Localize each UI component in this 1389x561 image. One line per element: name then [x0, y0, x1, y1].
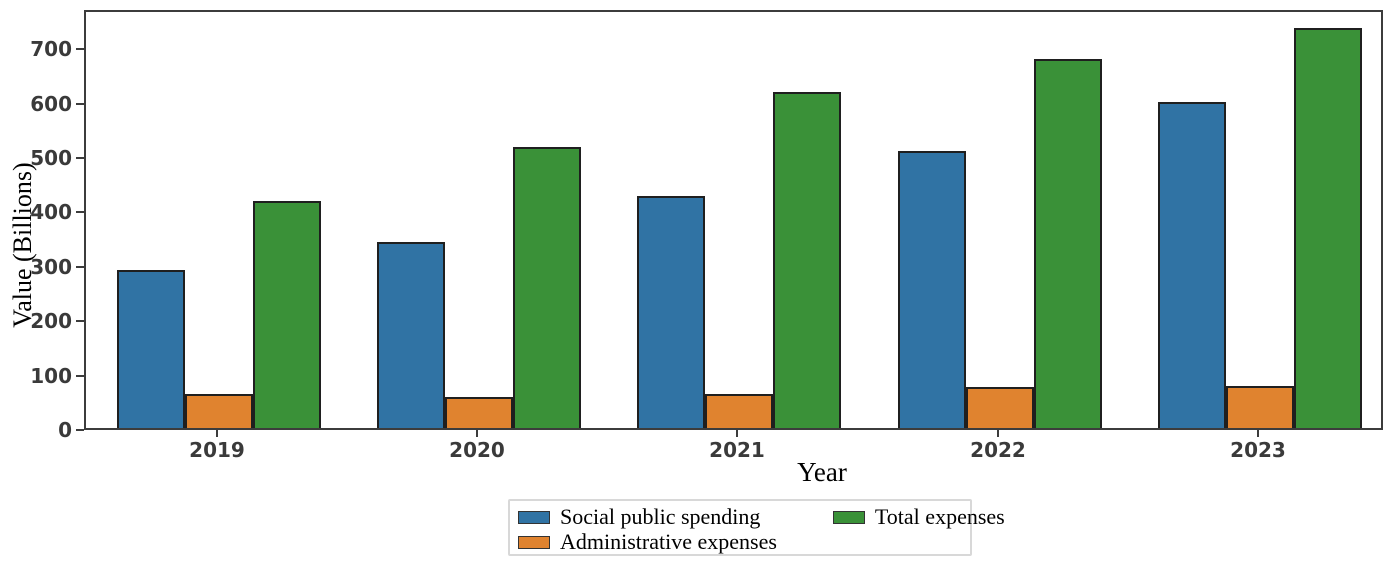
bar-2019-series-0 — [117, 270, 185, 428]
legend-item-administrative-expenses: Administrative expenses — [518, 530, 777, 554]
y-axis-title: Value (Billions) — [8, 162, 37, 328]
legend-swatch-social-public-spending — [518, 510, 550, 524]
bar-2023-series-2 — [1294, 28, 1362, 428]
bar-2019-series-2 — [253, 201, 321, 428]
bar-2021-series-0 — [637, 196, 705, 428]
bar-2021-series-2 — [773, 92, 841, 428]
y-tick-label: 300 — [30, 255, 72, 279]
legend-item-social-public-spending: Social public spending — [518, 505, 777, 529]
y-tick-label: 0 — [58, 418, 72, 442]
x-tick-label: 2019 — [189, 438, 245, 462]
legend-label-total-expenses: Total expenses — [874, 504, 1005, 529]
x-tick-mark — [216, 430, 218, 437]
legend-swatch-total-expenses — [832, 510, 865, 524]
legend-column-1: Social public spending Administrative ex… — [518, 505, 777, 554]
bar-2023-series-1 — [1226, 386, 1294, 428]
bar-2019-series-1 — [185, 394, 253, 428]
bar-2020-series-0 — [377, 242, 445, 428]
x-tick-mark — [736, 430, 738, 437]
y-tick-mark — [76, 211, 84, 213]
legend-column-2: Total expenses — [832, 504, 1005, 529]
plot-area — [84, 10, 1383, 430]
x-tick-label: 2021 — [709, 438, 765, 462]
legend-swatch-administrative-expenses — [518, 535, 550, 549]
bar-2022-series-2 — [1034, 59, 1102, 428]
legend: Social public spending Administrative ex… — [508, 499, 1005, 556]
y-tick-mark — [76, 320, 84, 322]
legend-item-total-expenses: Total expenses — [832, 504, 1005, 529]
legend-label-administrative-expenses: Administrative expenses — [560, 529, 777, 554]
y-tick-mark — [76, 48, 84, 50]
y-tick-label: 700 — [30, 37, 72, 61]
bar-2023-series-0 — [1158, 102, 1226, 428]
y-tick-label: 600 — [30, 92, 72, 116]
x-axis-title: Year — [797, 457, 847, 487]
bar-2021-series-1 — [705, 394, 773, 428]
y-tick-mark — [76, 375, 84, 377]
y-tick-label: 100 — [30, 364, 72, 388]
y-tick-mark — [76, 429, 84, 431]
x-tick-mark — [1257, 430, 1259, 437]
x-tick-mark — [997, 430, 999, 437]
y-tick-mark — [76, 103, 84, 105]
y-tick-mark — [76, 157, 84, 159]
x-tick-label: 2022 — [970, 438, 1026, 462]
bar-2020-series-1 — [445, 397, 513, 428]
legend-label-social-public-spending: Social public spending — [560, 504, 761, 529]
y-tick-label: 400 — [30, 200, 72, 224]
x-tick-mark — [476, 430, 478, 437]
y-tick-label: 500 — [30, 146, 72, 170]
bar-2022-series-0 — [898, 151, 966, 428]
y-tick-mark — [76, 266, 84, 268]
bar-2022-series-1 — [966, 387, 1034, 428]
x-tick-label: 2020 — [449, 438, 505, 462]
y-tick-label: 200 — [30, 309, 72, 333]
x-tick-label: 2023 — [1230, 438, 1286, 462]
bar-2020-series-2 — [513, 147, 581, 428]
